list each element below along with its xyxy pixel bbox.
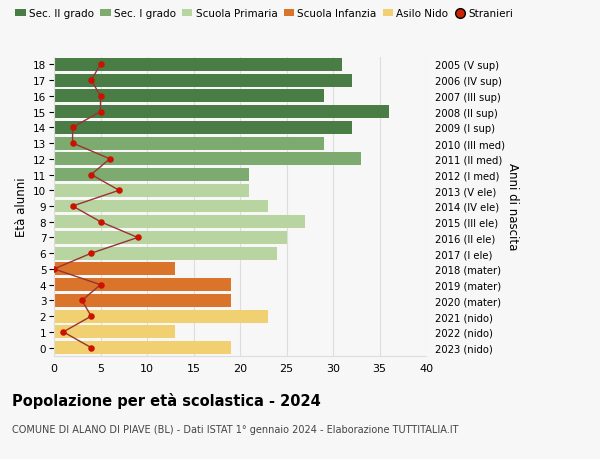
Bar	[54, 216, 305, 229]
Bar	[54, 263, 175, 276]
Bar	[54, 185, 250, 197]
Text: Popolazione per età scolastica - 2024: Popolazione per età scolastica - 2024	[12, 392, 321, 409]
Point	[86, 344, 96, 352]
Y-axis label: Anni di nascita: Anni di nascita	[506, 163, 519, 250]
Point	[133, 234, 143, 241]
Bar	[54, 247, 277, 260]
Bar	[54, 231, 287, 244]
Bar	[54, 341, 231, 354]
Point	[96, 281, 106, 289]
Point	[96, 93, 106, 101]
Bar	[54, 90, 324, 103]
Point	[105, 156, 115, 163]
Text: COMUNE DI ALANO DI PIAVE (BL) - Dati ISTAT 1° gennaio 2024 - Elaborazione TUTTIT: COMUNE DI ALANO DI PIAVE (BL) - Dati IST…	[12, 425, 458, 435]
Bar	[54, 294, 231, 307]
Y-axis label: Età alunni: Età alunni	[14, 177, 28, 236]
Point	[68, 124, 77, 132]
Point	[49, 266, 59, 273]
Bar	[54, 59, 342, 72]
Point	[77, 297, 87, 304]
Legend: Sec. II grado, Sec. I grado, Scuola Primaria, Scuola Infanzia, Asilo Nido, Stran: Sec. II grado, Sec. I grado, Scuola Prim…	[11, 5, 517, 23]
Point	[86, 313, 96, 320]
Bar	[54, 279, 231, 291]
Point	[86, 77, 96, 84]
Bar	[54, 310, 268, 323]
Point	[68, 140, 77, 147]
Point	[86, 250, 96, 257]
Bar	[54, 153, 361, 166]
Point	[68, 203, 77, 210]
Bar	[54, 122, 352, 134]
Point	[96, 109, 106, 116]
Bar	[54, 200, 268, 213]
Point	[86, 172, 96, 179]
Point	[59, 329, 68, 336]
Bar	[54, 326, 175, 339]
Bar	[54, 169, 250, 182]
Point	[96, 218, 106, 226]
Point	[115, 187, 124, 195]
Point	[96, 62, 106, 69]
Bar	[54, 137, 324, 150]
Bar	[54, 74, 352, 87]
Bar	[54, 106, 389, 119]
